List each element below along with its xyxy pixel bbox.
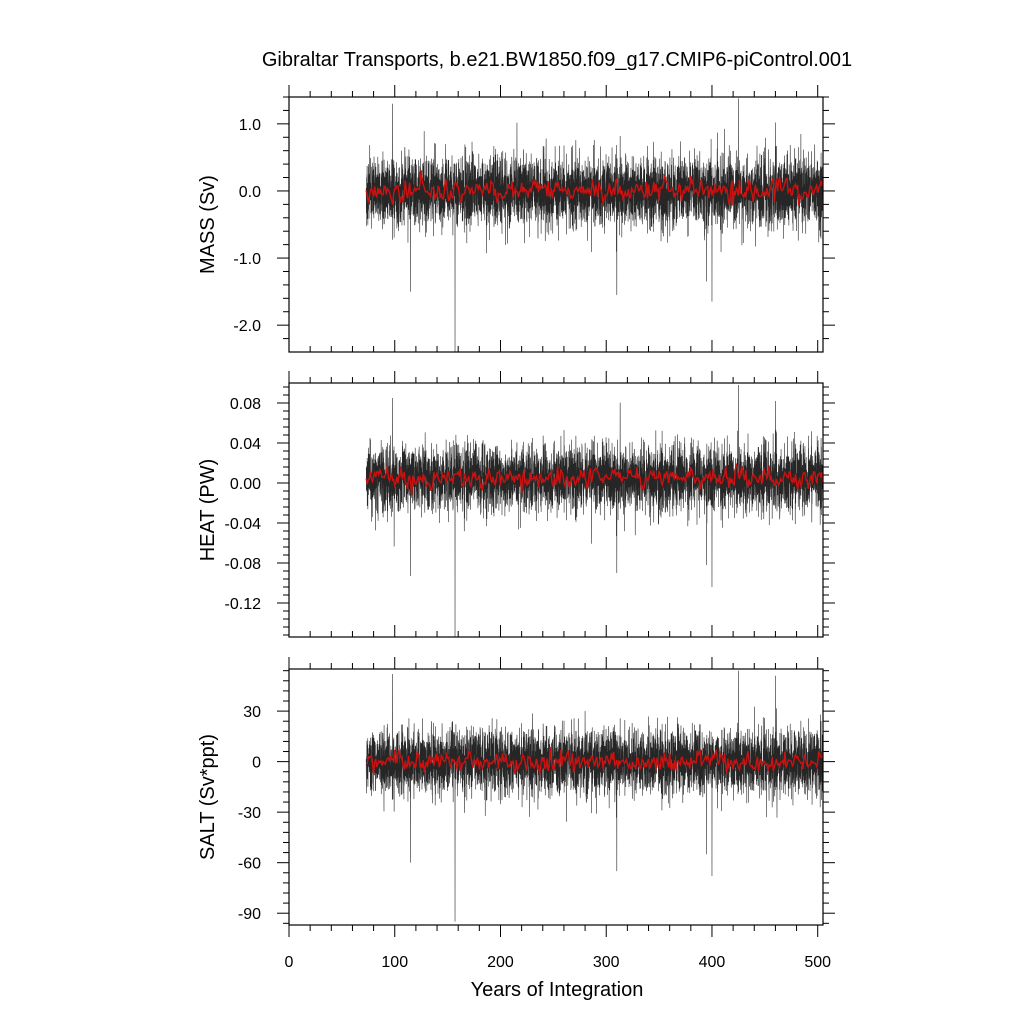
heat-plot-frame	[288, 382, 824, 638]
x-tick-label: 100	[381, 954, 408, 971]
heat-smoothed-series	[365, 462, 823, 496]
salt-raw-series	[365, 670, 823, 922]
y-tick-label: -0.12	[225, 596, 262, 613]
chart-title: Gibraltar Transports, b.e21.BW1850.f09_g…	[262, 49, 852, 71]
y-tick-label: -1.0	[233, 251, 261, 268]
y-tick-label: -60	[238, 856, 261, 873]
mass-plot-frame	[288, 96, 824, 353]
heat-raw-series	[365, 384, 823, 637]
heat-y-axis-label: HEAT (PW)	[197, 459, 219, 562]
y-tick-label: 0.08	[230, 396, 261, 413]
y-tick-label: 0.00	[230, 476, 261, 493]
mass-raw-series	[365, 98, 823, 352]
y-tick-label: 1.0	[239, 117, 261, 134]
y-tick-label: -2.0	[233, 318, 261, 335]
y-tick-label: -90	[238, 906, 261, 923]
x-tick-label: 500	[804, 954, 831, 971]
salt-plot-frame	[288, 668, 824, 926]
y-tick-label: 30	[243, 704, 261, 721]
mass-y-axis-label: MASS (Sv)	[197, 175, 219, 274]
y-tick-label: -30	[238, 805, 261, 822]
x-tick-label: 300	[593, 954, 620, 971]
mass-smoothed-series	[365, 170, 823, 206]
y-tick-label: -0.08	[225, 556, 262, 573]
salt-smoothed-series	[366, 747, 823, 776]
y-tick-label: 0.04	[230, 436, 261, 453]
x-tick-label: 0	[285, 954, 294, 971]
x-tick-label: 200	[487, 954, 514, 971]
salt-y-axis-label: SALT (Sv*ppt)	[197, 734, 219, 860]
y-tick-label: 0	[252, 755, 261, 772]
y-tick-label: -0.04	[225, 516, 262, 533]
x-axis-label: Years of Integration	[471, 979, 644, 1001]
y-tick-label: 0.0	[239, 184, 261, 201]
x-tick-label: 400	[699, 954, 726, 971]
panel-heat: 0.08 0.04 0.00 -0.04 -0.08 -0.12 HEAT (PW)	[197, 371, 835, 638]
panel-mass: 1.0 0.0 -1.0 -2.0 MASS (Sv)	[197, 85, 835, 353]
